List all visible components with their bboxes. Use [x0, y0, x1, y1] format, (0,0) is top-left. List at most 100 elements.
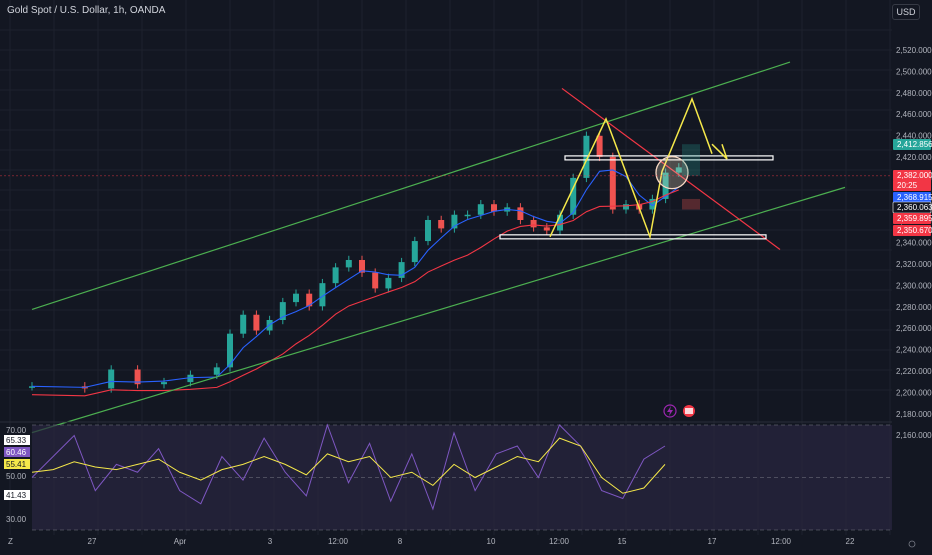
projection-arrowhead	[711, 143, 728, 160]
time-axis-label: 3	[268, 537, 273, 546]
candle-body	[306, 293, 313, 307]
long-position-target	[682, 144, 700, 176]
time-axis-label: 27	[88, 537, 97, 546]
price-axis-label: 2,340.000	[896, 239, 932, 248]
price-axis-label: 2,320.000	[896, 260, 932, 269]
price-axis-label: 2,520.000	[896, 46, 932, 55]
price-axis-label: 2,180.000	[896, 410, 932, 419]
candle-body	[543, 227, 550, 231]
time-axis-label: 12:00	[771, 537, 792, 546]
candle-body	[451, 214, 458, 229]
rsi-axis-label: 50.00	[6, 472, 27, 481]
price-tag-label: 2,412.856	[897, 140, 932, 149]
price-tag: 2,412.856	[893, 139, 932, 150]
rsi-axis-label: 41.43	[6, 491, 27, 500]
candle-body	[332, 267, 339, 284]
zigzag-projection	[549, 96, 713, 240]
time-axis-label: 10	[487, 537, 496, 546]
candle-body	[662, 172, 669, 199]
descending-trendline	[561, 87, 781, 250]
candle-body	[385, 277, 392, 289]
price-tag: 2,359.895	[893, 213, 932, 224]
time-axis-label: 8	[398, 537, 403, 546]
candle-body	[609, 156, 616, 210]
candle-body	[583, 135, 590, 178]
price-tag: 2,350.670	[893, 225, 932, 236]
candle-body	[477, 204, 484, 215]
price-tag-label: 2,350.670	[897, 226, 932, 235]
axis-settings-icon	[908, 540, 916, 548]
rsi-tag-bg	[4, 447, 30, 457]
candle-body	[530, 220, 537, 228]
rsi-axis-label: 60.46	[6, 448, 27, 457]
price-tag-label: 20:25	[897, 181, 918, 190]
candle-body	[425, 220, 431, 242]
support-zone	[499, 234, 767, 240]
candle-body	[213, 367, 220, 375]
candle-body	[187, 374, 194, 383]
price-tag-label: 2,360.063	[897, 203, 932, 212]
price-tag: 2,382.000	[893, 170, 932, 181]
candle-body	[517, 207, 524, 220]
time-axis-label: 12:00	[549, 537, 570, 546]
price-tag: 20:25	[893, 180, 931, 191]
time-axis-label: Apr	[174, 537, 187, 546]
price-tag-label: 2,368.915	[897, 193, 932, 202]
price-tag-bg	[893, 225, 931, 236]
price-tag: 2,368.915	[893, 192, 932, 203]
candle-body	[253, 314, 260, 331]
price-axis-label: 2,200.000	[896, 388, 932, 397]
breakout-highlight-circle	[655, 155, 689, 190]
price-axis-label: 2,280.000	[896, 303, 932, 312]
lower-channel-line	[31, 186, 846, 434]
price-axis-label: 2,440.000	[896, 132, 932, 141]
price-axis-bg	[892, 0, 932, 550]
time-axis-label: 15	[618, 537, 627, 546]
price-axis-label: 2,460.000	[896, 110, 932, 119]
candle-body	[438, 220, 445, 229]
rsi-axis-label: 30.00	[6, 515, 27, 524]
time-axis-label: 22	[846, 537, 855, 546]
candle-body	[491, 204, 497, 212]
rsi-tag-bg	[4, 435, 30, 445]
price-axis-label: 2,240.000	[896, 346, 932, 355]
chart-title: Gold Spot / U.S. Dollar, 1h, OANDA	[7, 5, 166, 16]
price-tag-label: 2,382.000	[897, 171, 932, 180]
candle-body	[345, 260, 352, 268]
candle-body	[596, 135, 603, 157]
long-position-stop	[682, 198, 700, 210]
ma-red-line	[31, 189, 680, 397]
candle-body	[359, 260, 365, 273]
ma-blue-line	[31, 169, 680, 388]
currency-button[interactable]: USD	[892, 4, 920, 20]
flag-icon-glyph	[685, 408, 693, 414]
rsi-line	[31, 423, 666, 511]
candle-body	[398, 262, 405, 278]
candle-body	[279, 302, 286, 320]
price-axis-label: 2,220.000	[896, 367, 932, 376]
candle-body	[240, 314, 247, 334]
time-axis-label: 17	[708, 537, 717, 546]
time-axis-label: 12:00	[328, 537, 349, 546]
candle-body	[29, 386, 35, 388]
lightning-icon-glyph	[667, 406, 673, 416]
candle-body	[227, 333, 233, 368]
rsi-ma-line	[31, 437, 666, 494]
rsi-axis-label: 70.00	[6, 426, 27, 435]
price-axis-label: 2,500.000	[896, 67, 932, 76]
zoom-icon: Z	[8, 537, 13, 546]
price-tag-bg	[893, 180, 931, 191]
candle-body	[108, 369, 115, 389]
candle-body	[372, 272, 379, 289]
upper-channel-line	[31, 61, 791, 311]
price-axis-label: 2,160.000	[896, 431, 932, 440]
candle-body	[293, 293, 299, 303]
price-axis-label: 2,300.000	[896, 281, 932, 290]
candle-body	[675, 167, 682, 173]
lightning-icon	[663, 404, 677, 418]
candle-body	[464, 214, 471, 217]
candle-body	[649, 198, 656, 210]
price-axis-label: 2,480.000	[896, 89, 932, 98]
